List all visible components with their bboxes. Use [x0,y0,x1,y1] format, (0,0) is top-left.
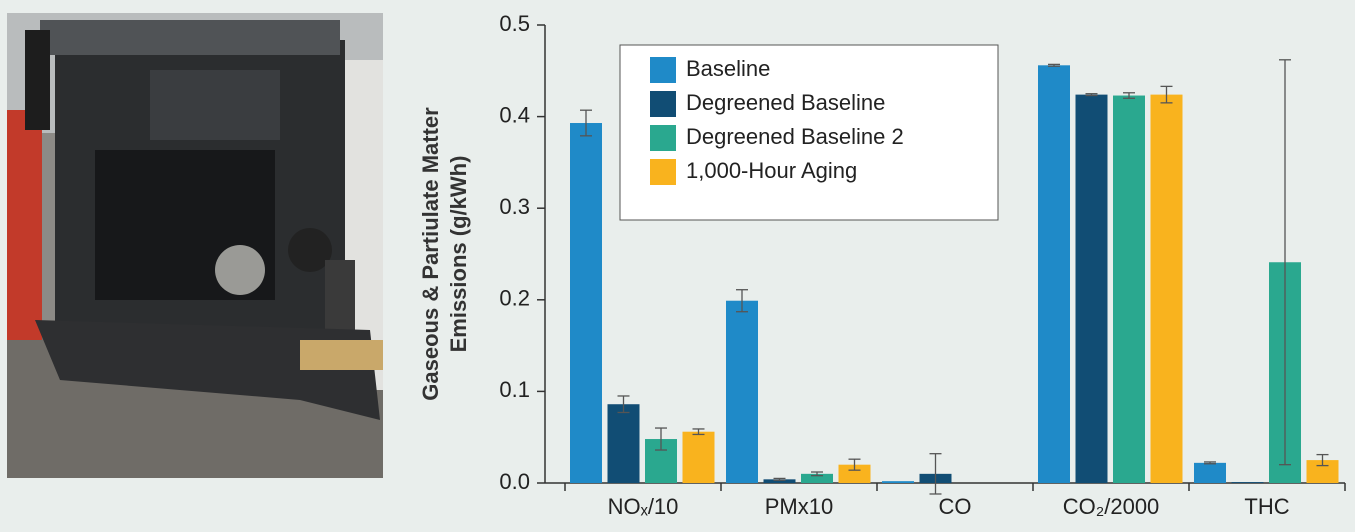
legend-label: Degreened Baseline 2 [686,124,904,149]
error-bar [1123,92,1135,99]
bar [570,123,602,484]
bar [763,479,796,483]
error-bar [929,453,942,495]
bar [882,481,914,483]
y-tick-label: 0.4 [499,102,530,127]
x-tick-label: THC [1244,494,1289,519]
bar [1075,94,1108,483]
x-tick-label: CO₂/2000 [1063,494,1160,519]
y-tick-label: 0.2 [499,286,530,311]
bar [1113,95,1145,484]
error-bar [655,427,667,451]
error-bar [811,471,823,477]
y-axis-label: Gaseous & Partiulate Matter [418,107,443,401]
error-bar [773,477,786,481]
legend-swatch [650,57,676,83]
legend-swatch [650,159,676,185]
bar [1150,94,1183,483]
error-bar [736,289,748,313]
legend-swatch [650,91,676,117]
bar [607,404,640,483]
engine-photo [7,13,383,478]
bar [1038,65,1070,483]
y-tick-label: 0.0 [499,469,530,494]
error-bar [1279,59,1291,466]
legend-swatch [650,125,676,151]
error-bar [692,428,705,436]
error-bar [1160,85,1173,104]
error-bar [1316,453,1329,467]
chart: 0.0 0.1 0.2 0.3 0.4 0.5 Gaseous & Partiulate M… [418,11,1346,519]
legend-box [619,44,999,221]
error-bar [1085,93,1098,97]
error-bar [1204,461,1216,465]
legend-label: Baseline [686,56,770,81]
bar [838,464,871,483]
bar [1194,462,1226,483]
error-bar [848,458,861,471]
y-axis-label: Emissions (g/kWh) [446,156,471,353]
error-bar [1048,63,1060,67]
bar [726,300,758,483]
x-tick-label: PMx10 [765,494,833,519]
bar [801,473,833,483]
x-tick-label: CO [939,494,972,519]
error-bar [580,109,592,137]
y-tick-label: 0.3 [499,194,530,219]
bar [1231,482,1264,483]
y-tick-label: 0.5 [499,11,530,36]
bar [1306,460,1339,483]
x-tick-label: NOₓ/10 [608,494,679,519]
legend-label: Degreened Baseline [686,90,885,115]
error-bar [617,395,630,414]
legend-label: 1,000-Hour Aging [686,158,857,183]
bar [682,431,715,483]
y-tick-label: 0.1 [499,377,530,402]
